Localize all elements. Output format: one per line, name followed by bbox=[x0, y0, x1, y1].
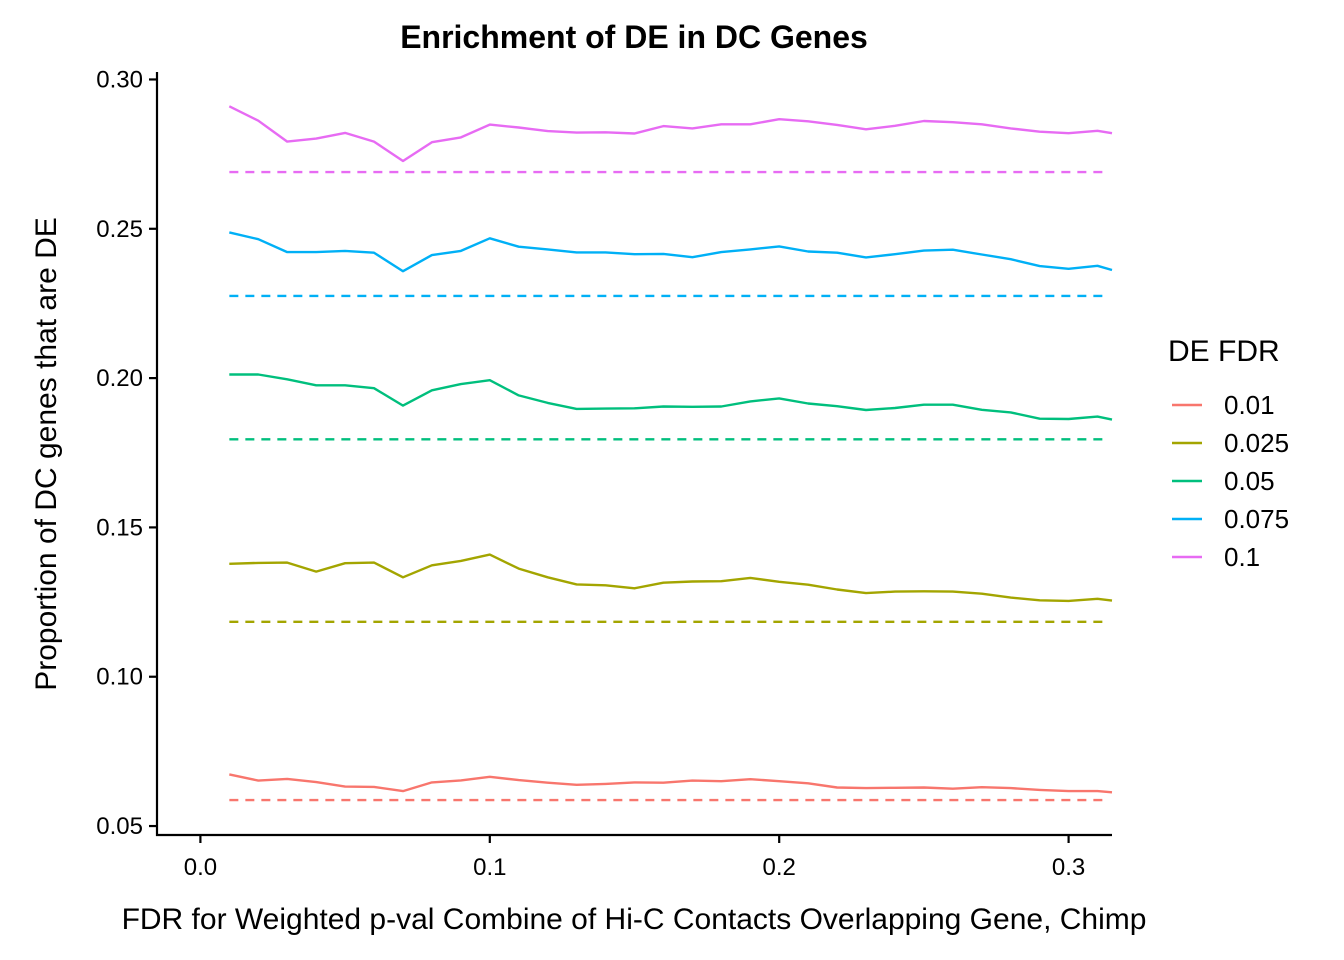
legend-label: 0.075 bbox=[1224, 504, 1289, 534]
y-tick-label: 0.30 bbox=[96, 66, 143, 93]
legend-title: DE FDR bbox=[1168, 335, 1280, 368]
y-tick-label: 0.05 bbox=[96, 813, 143, 840]
series-line-0.1 bbox=[228, 105, 1113, 163]
series-line-0.075 bbox=[229, 231, 1113, 273]
x-axis-title: FDR for Weighted p-val Combine of Hi-C C… bbox=[122, 903, 1147, 936]
chart-title: Enrichment of DE in DC Genes bbox=[400, 19, 868, 55]
y-tick-label: 0.25 bbox=[96, 216, 143, 243]
legend-items: 0.01 0.025 0.05 0.075 0.1 bbox=[1172, 390, 1289, 572]
series-line-0.01 bbox=[229, 773, 1113, 794]
y-tick-label: 0.10 bbox=[96, 664, 143, 691]
legend-label: 0.025 bbox=[1224, 428, 1289, 458]
axes: 0.05 0.10 0.15 0.20 0.25 0.30 0.0 0.1 0.2 0.3 bbox=[96, 66, 1112, 881]
x-tick-label: 0.1 bbox=[473, 854, 506, 881]
series-line-0.025 bbox=[229, 553, 1113, 603]
y-tick-label: 0.20 bbox=[96, 365, 143, 392]
x-tick-label: 0.3 bbox=[1052, 854, 1085, 881]
x-tick-label: 0.2 bbox=[763, 854, 796, 881]
y-tick-label: 0.15 bbox=[96, 514, 143, 541]
y-ticks: 0.05 0.10 0.15 0.20 0.25 0.30 bbox=[96, 66, 157, 840]
x-ticks: 0.0 0.1 0.2 0.3 bbox=[184, 835, 1085, 881]
x-tick-label: 0.0 bbox=[184, 854, 217, 881]
legend-label: 0.1 bbox=[1224, 542, 1260, 572]
plot-area bbox=[228, 105, 1113, 802]
series-line-0.05 bbox=[229, 373, 1113, 421]
y-axis-title: Proportion of DC genes that are DE bbox=[30, 217, 63, 691]
legend-label: 0.01 bbox=[1224, 390, 1275, 420]
legend-label: 0.05 bbox=[1224, 466, 1275, 496]
legend: DE FDR 0.01 0.025 0.05 0.075 0.1 bbox=[1168, 335, 1289, 572]
